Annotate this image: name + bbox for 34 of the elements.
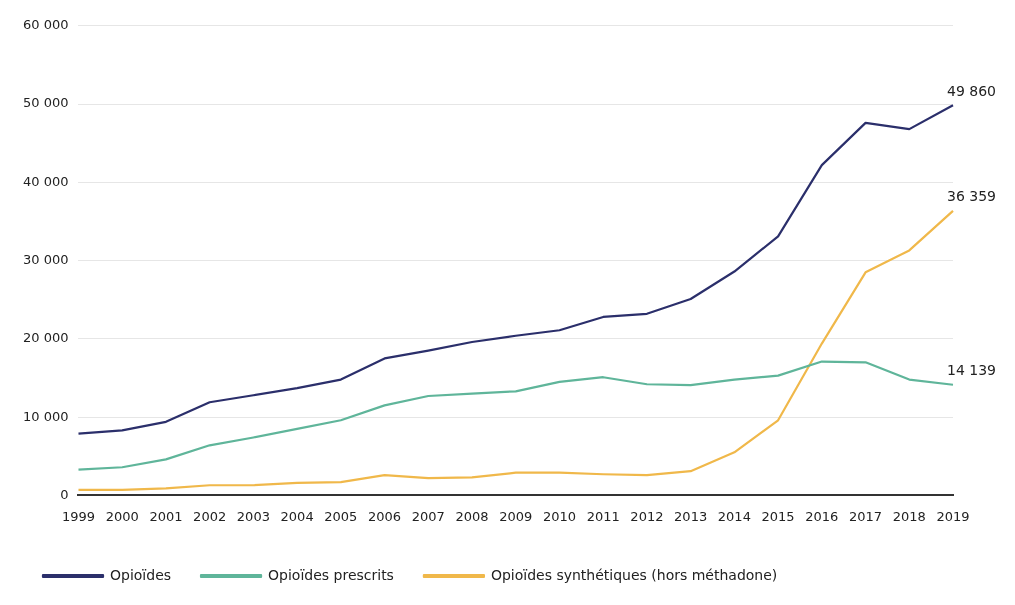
- x-tick-label: 2018: [892, 508, 926, 524]
- legend-label: Opioïdes: [110, 566, 172, 583]
- legend-label: Opioïdes prescrits: [268, 566, 394, 583]
- x-tick-label: 2005: [324, 508, 358, 524]
- x-tick-label: 2008: [455, 508, 489, 524]
- x-tick-label: 2019: [936, 508, 970, 524]
- x-tick-label: 1999: [61, 508, 96, 524]
- x-tick-label: 2017: [849, 508, 883, 524]
- legend-label: Opioïdes synthétiques (hors méthadone): [490, 566, 778, 583]
- x-tick-label: 2009: [499, 508, 533, 524]
- y-tick-label: 50 000: [22, 95, 69, 111]
- x-tick-label: 2012: [630, 508, 664, 524]
- x-tick-label: 2016: [805, 508, 839, 524]
- x-tick-label: 2015: [761, 508, 795, 524]
- data-label: 49 860: [947, 82, 996, 99]
- x-tick-label: 2004: [280, 508, 314, 524]
- y-tick-label: 40 000: [22, 173, 69, 189]
- x-tick-label: 2000: [105, 508, 139, 524]
- x-tick-label: 2006: [368, 508, 402, 524]
- x-tick-label: 2001: [149, 508, 183, 524]
- x-tick-label: 2007: [411, 508, 445, 524]
- y-tick-label: 0: [60, 486, 69, 502]
- data-label: 36 359: [947, 188, 996, 205]
- y-tick-label: 20 000: [22, 330, 69, 346]
- x-tick-label: 2010: [542, 508, 577, 524]
- x-tick-label: 2014: [717, 508, 751, 524]
- data-label: 14 139: [947, 362, 996, 379]
- y-tick-label: 30 000: [22, 251, 69, 267]
- x-tick-label: 2002: [193, 508, 227, 524]
- x-tick-label: 2013: [674, 508, 708, 524]
- x-tick-label: 2003: [236, 508, 270, 524]
- y-tick-label: 10 000: [22, 408, 69, 424]
- x-tick-label: 2011: [586, 508, 620, 524]
- y-tick-label: 60 000: [22, 17, 69, 33]
